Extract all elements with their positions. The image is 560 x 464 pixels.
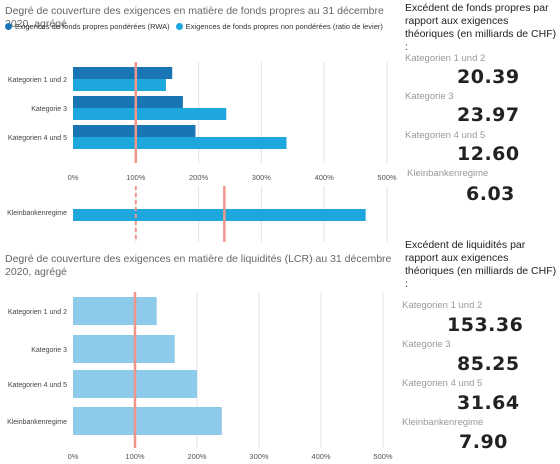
capital-kpi-value-small: 6.03 — [466, 183, 515, 205]
capital-x-tick-label: 500% — [377, 173, 397, 182]
capital-sub-category-label: Kleinbankenregime — [7, 210, 67, 217]
liquidity-category-label: Kategorien 1 und 2 — [8, 309, 67, 316]
capital-kpi-value-cat3: 23.97 — [457, 104, 520, 126]
liquidity-bar — [73, 297, 157, 325]
liquidity-x-tick-label: 0% — [68, 452, 79, 461]
capital-x-tick-label: 200% — [189, 173, 209, 182]
liquidity-chart-title: Degré de couverture des exigences en mat… — [5, 253, 392, 278]
liquidity-kpi-value-cat45: 31.64 — [457, 392, 520, 414]
capital-bar-rwa — [73, 125, 196, 137]
liquidity-category-label: Kategorie 3 — [31, 347, 67, 354]
capital-surplus-title: Excédent de fonds propres par rapport au… — [405, 2, 557, 53]
liquidity-kpi-label-cat3: Kategorie 3 — [402, 339, 451, 350]
capital-chart: 0% 100% 200% 300% 400% 500% Kategorien 1 und 2… — [7, 62, 397, 242]
liquidity-bar — [73, 335, 175, 363]
liquidity-surplus-title: Excédent de liquidités par rapport aux e… — [405, 239, 557, 290]
capital-x-tick-label: 0% — [68, 173, 79, 182]
liquidity-kpi-value-small: 7.90 — [459, 431, 508, 453]
liquidity-kpi-value-cat12: 153.36 — [447, 314, 524, 336]
liquidity-bar — [73, 407, 222, 435]
legend-label-leverage: Exigences de fonds propres non pondérées… — [185, 22, 383, 31]
legend-dot-rwa-icon — [5, 23, 12, 30]
capital-bar-leverage — [73, 137, 287, 149]
capital-bar-rwa — [73, 67, 173, 79]
liquidity-x-tick-label: 500% — [373, 452, 393, 461]
capital-kpi-label-cat3: Kategorie 3 — [405, 91, 454, 102]
capital-sub-bar — [73, 209, 366, 221]
capital-chart-legend: Exigences de fonds propres pondérées (RW… — [5, 22, 389, 31]
liquidity-x-tick-label: 300% — [249, 452, 269, 461]
capital-kpi-label-cat12: Kategorien 1 und 2 — [405, 53, 486, 64]
capital-chart-title: Degré de couverture des exigences en mat… — [5, 5, 384, 30]
capital-category-label: Kategorien 4 und 5 — [8, 135, 67, 142]
legend-item-rwa[interactable]: Exigences de fonds propres pondérées (RW… — [5, 22, 170, 31]
liquidity-chart: 0% 100% 200% 300% 400% 500% Kategorien 1 und 2… — [7, 292, 393, 461]
legend-label-rwa: Exigences de fonds propres pondérées (RW… — [15, 22, 170, 31]
liquidity-x-tick-label: 100% — [125, 452, 145, 461]
capital-x-tick-label: 400% — [315, 173, 335, 182]
liquidity-kpi-label-cat45: Kategorien 4 und 5 — [402, 378, 483, 389]
capital-kpi-value-cat45: 12.60 — [457, 143, 520, 165]
capital-category-label: Kategorien 1 und 2 — [8, 77, 67, 84]
capital-kpi-label-cat45: Kategorien 4 und 5 — [405, 130, 486, 141]
liquidity-category-label: Kleinbankenregime — [7, 419, 67, 426]
capital-kpi-value-cat12: 20.39 — [457, 66, 520, 88]
liquidity-x-tick-label: 400% — [311, 452, 331, 461]
capital-kpi-label-small: Kleinbankenregime — [407, 168, 489, 179]
liquidity-kpi-label-small: Kleinbankenregime — [402, 417, 484, 428]
capital-category-label: Kategorie 3 — [31, 106, 67, 113]
legend-dot-leverage-icon — [175, 23, 183, 30]
liquidity-kpi-value-cat3: 85.25 — [457, 353, 520, 375]
legend-item-leverage[interactable]: Exigences de fonds propres non pondérées… — [175, 22, 383, 31]
liquidity-kpi-label-cat12: Kategorien 1 und 2 — [402, 300, 483, 311]
liquidity-x-tick-label: 200% — [187, 452, 207, 461]
capital-bar-leverage — [73, 79, 166, 91]
capital-x-tick-label: 100% — [126, 173, 146, 182]
capital-x-tick-label: 300% — [252, 173, 272, 182]
capital-bar-leverage — [73, 108, 227, 120]
liquidity-category-label: Kategorien 4 und 5 — [8, 382, 67, 389]
capital-bar-rwa — [73, 96, 183, 108]
